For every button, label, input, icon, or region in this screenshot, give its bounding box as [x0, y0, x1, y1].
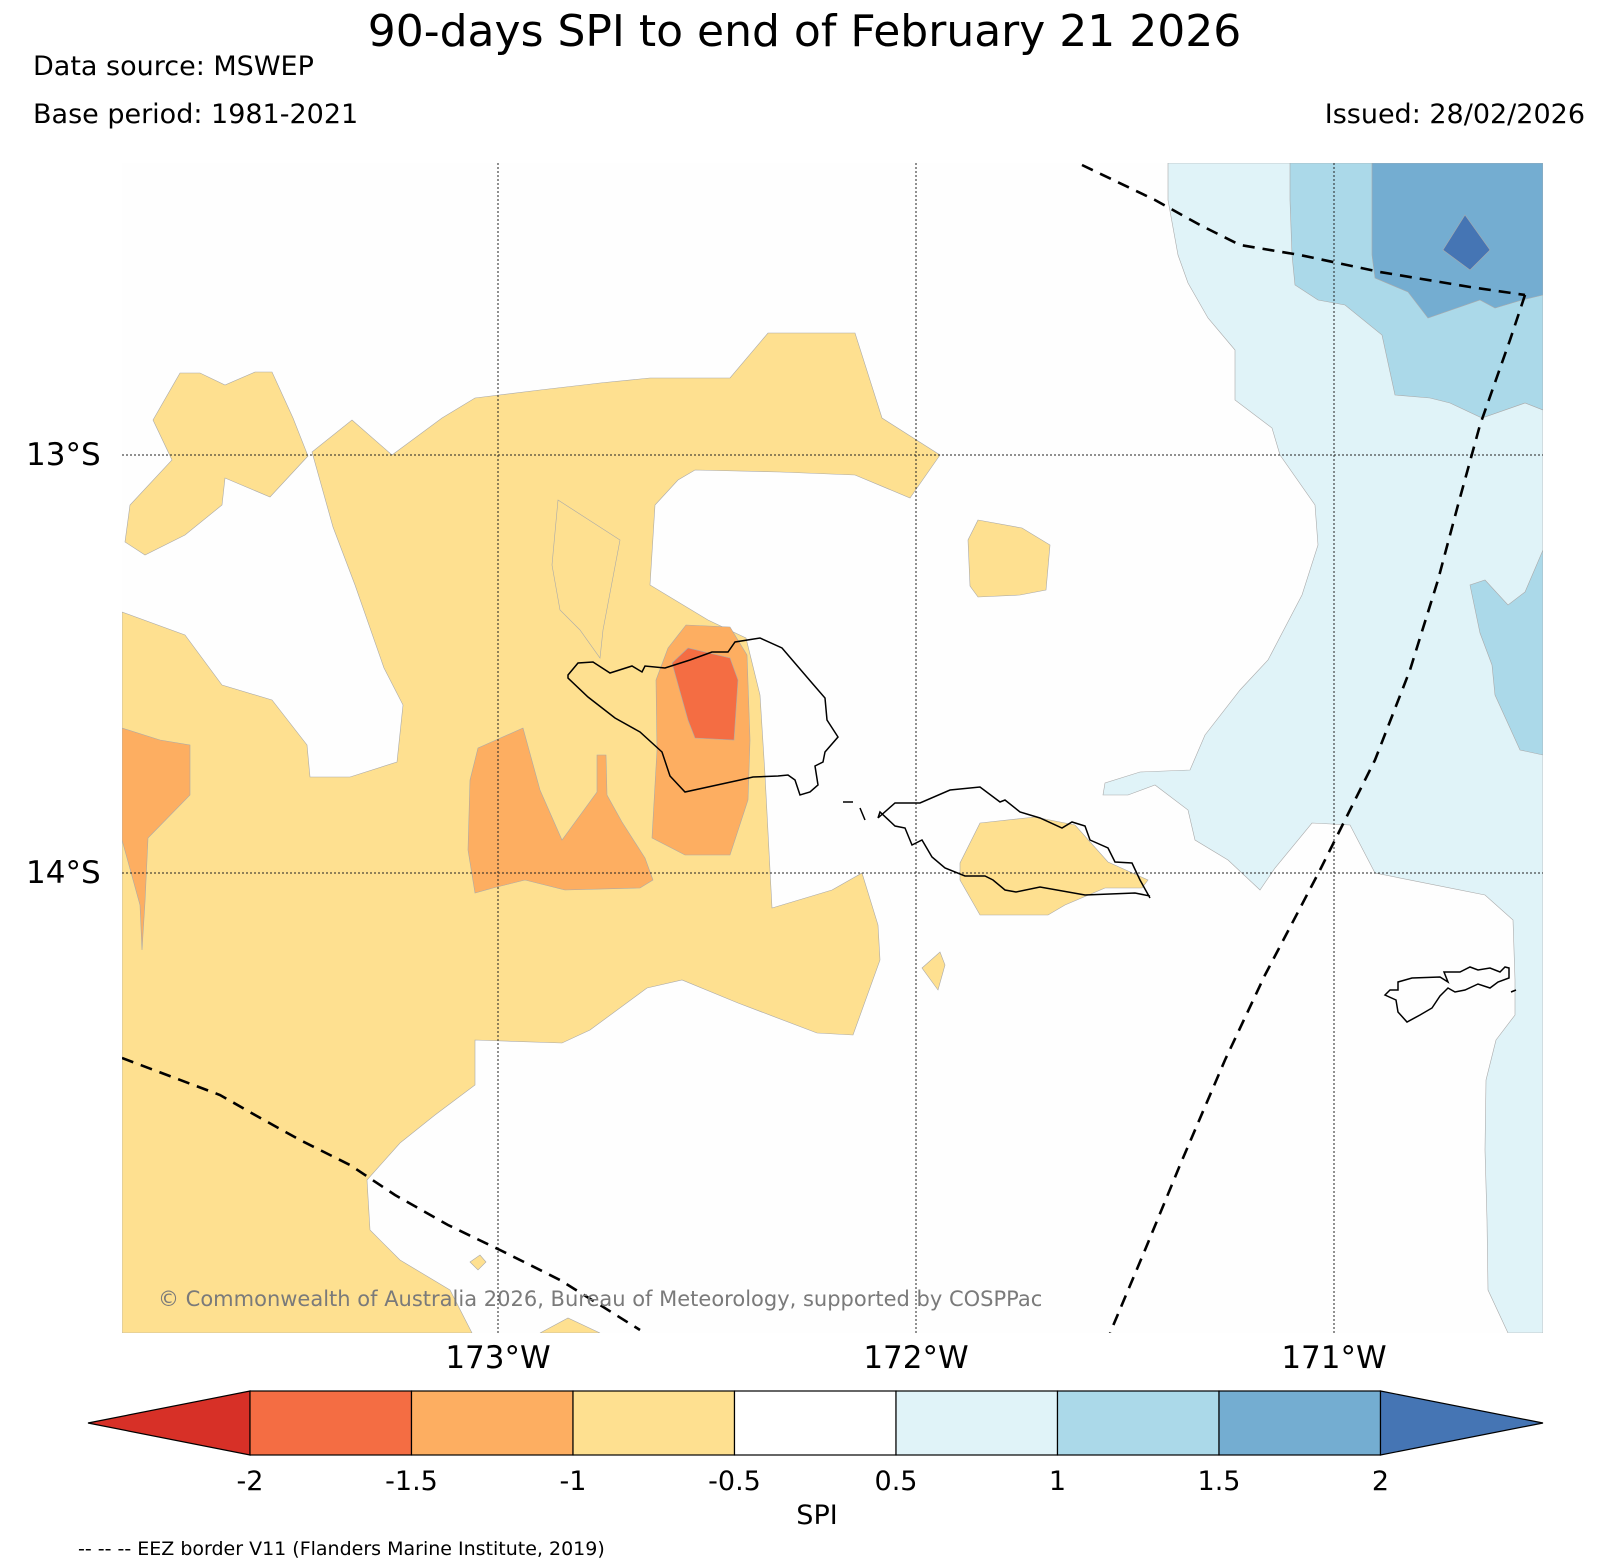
- eez-border-north: [1081, 163, 1526, 297]
- spi-drier-area-central: [467, 727, 654, 894]
- coastline-savaii: [843, 786, 1151, 899]
- colorbar-tick: 1: [1048, 1466, 1067, 1497]
- map-title: 90-days SPI to end of February 21 2026: [367, 6, 1242, 57]
- eez-border-southwest: [122, 1056, 641, 1332]
- spi-dry-area-small-1: [921, 951, 946, 991]
- colorbar-swatch-2: [410, 1390, 574, 1456]
- lat-label-14s: 14°S: [26, 855, 101, 891]
- copyright-notice: © Commonwealth of Australia 2026, Bureau…: [158, 1287, 1043, 1311]
- spi-wetter-area-east: [1469, 549, 1543, 756]
- coastline-upolu: [567, 637, 839, 796]
- colorbar-tick: -1: [559, 1466, 587, 1497]
- lon-label-172w: 172°W: [863, 1340, 969, 1376]
- colorbar-swatch-4: [733, 1390, 897, 1456]
- colorbar-title: SPI: [796, 1500, 838, 1531]
- issued-date-label: Issued: 28/02/2026: [1324, 99, 1585, 130]
- spi-dry-area-south: [539, 1317, 601, 1333]
- lon-label-171w: 171°W: [1281, 1340, 1387, 1376]
- base-period-label: Base period: 1981-2021: [33, 99, 359, 130]
- colorbar-tick: 0.5: [874, 1466, 918, 1497]
- spi-extremely-wet-area: [1442, 214, 1491, 271]
- colorbar-swatch-3: [572, 1390, 736, 1456]
- colorbar-tick: -1.5: [385, 1466, 438, 1497]
- lon-label-173w: 173°W: [445, 1340, 551, 1376]
- spi-dry-area-small-2: [469, 1254, 487, 1271]
- eez-border-footnote: -- -- -- EEZ border V11 (Flanders Marine…: [78, 1538, 605, 1560]
- colorbar-tick: 1.5: [1197, 1466, 1241, 1497]
- spi-dry-area-east-patch: [967, 519, 1051, 598]
- eez-border-east: [1108, 294, 1527, 1333]
- colorbar-tick: -2: [236, 1466, 264, 1497]
- colorbar-tick: 2: [1371, 1466, 1390, 1497]
- coastline-tutuila: [1383, 966, 1517, 1023]
- lat-label-13s: 13°S: [26, 437, 101, 473]
- colorbar-extend-low: [87, 1390, 251, 1456]
- data-source-label: Data source: MSWEP: [33, 51, 314, 82]
- colorbar-tick: -0.5: [708, 1466, 761, 1497]
- spi-dry-area-northwest: [124, 371, 309, 556]
- spi-wet-area-east: [1102, 163, 1543, 1333]
- spi-very-dry-core: [671, 647, 739, 741]
- colorbar-extend-high: [1379, 1390, 1544, 1456]
- colorbar-swatch-6: [1056, 1390, 1220, 1456]
- colorbar-swatch-1: [249, 1390, 413, 1456]
- spi-colorbar: [87, 1390, 1544, 1456]
- colorbar-swatch-7: [1218, 1390, 1382, 1456]
- colorbar-swatch-5: [895, 1390, 1059, 1456]
